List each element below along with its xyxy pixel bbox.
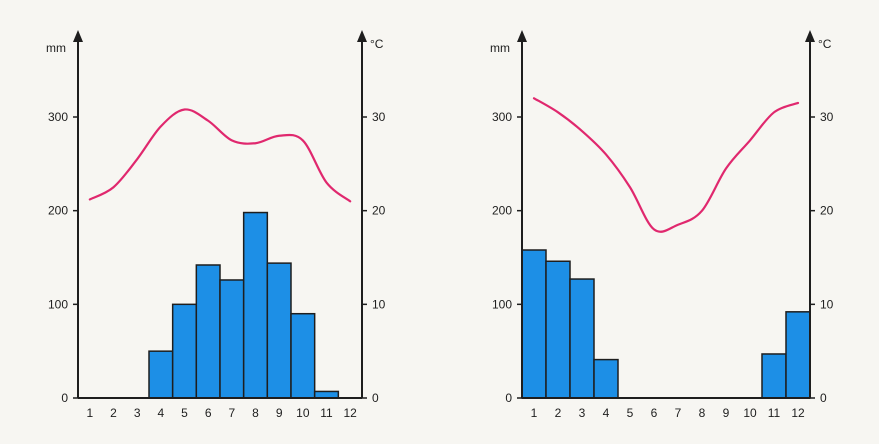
left-tick-label: 200 <box>492 204 512 218</box>
precip-bar-month-12 <box>785 311 811 399</box>
month-label: 9 <box>723 406 730 420</box>
precip-bar-month-6 <box>195 264 221 399</box>
precip-bar-month-10 <box>290 312 316 399</box>
left-tick-label: 200 <box>48 204 68 218</box>
month-label: 1 <box>531 406 538 420</box>
month-label: 7 <box>228 406 235 420</box>
precip-bar-month-1 <box>521 249 547 399</box>
left-tick-label: 0 <box>61 391 68 405</box>
temperature-line <box>88 108 352 203</box>
right-axis-arrow <box>805 30 815 42</box>
month-label: 2 <box>555 406 562 420</box>
right-tick-label: 20 <box>820 204 834 218</box>
precip-bar-month-4 <box>593 358 619 399</box>
month-label: 4 <box>157 406 164 420</box>
left-axis-arrow <box>73 30 83 42</box>
month-label: 10 <box>296 406 310 420</box>
month-label: 4 <box>603 406 610 420</box>
right-tick-label: 0 <box>820 391 827 405</box>
precip-bar-month-3 <box>569 278 595 399</box>
right-tick-label: 30 <box>372 110 386 124</box>
precip-bar-month-11 <box>761 353 787 399</box>
month-label: 1 <box>86 406 93 420</box>
right-tick-label: 20 <box>372 204 386 218</box>
right-axis-arrow <box>357 30 367 42</box>
precip-bar-month-7 <box>219 279 245 399</box>
precip-bar-month-4 <box>148 350 174 399</box>
month-label: 12 <box>343 406 357 420</box>
left-axis-unit-label: mm <box>490 41 510 55</box>
precip-bar-month-5 <box>171 303 198 399</box>
right-tick-label: 30 <box>820 110 834 124</box>
month-label: 6 <box>205 406 212 420</box>
precip-bar-month-9 <box>266 262 292 399</box>
month-label: 2 <box>110 406 117 420</box>
right-tick-label: 10 <box>820 297 834 311</box>
month-label: 5 <box>181 406 188 420</box>
left-tick-label: 100 <box>492 297 512 311</box>
right-tick-label: 10 <box>372 297 386 311</box>
month-label: 3 <box>134 406 141 420</box>
month-label: 9 <box>276 406 283 420</box>
month-label: 5 <box>627 406 634 420</box>
month-label: 10 <box>743 406 757 420</box>
month-label: 8 <box>699 406 706 420</box>
month-label: 8 <box>252 406 259 420</box>
month-label: 11 <box>320 406 333 420</box>
left-tick-label: 100 <box>48 297 68 311</box>
left-axis-unit-label: mm <box>46 41 66 55</box>
right-axis-unit-label: °C <box>370 37 384 51</box>
left-axis-arrow <box>517 30 527 42</box>
month-label: 6 <box>651 406 658 420</box>
right-axis-unit-label: °C <box>818 37 832 51</box>
precip-bar-month-8 <box>242 211 269 399</box>
left-tick-label: 300 <box>48 110 68 124</box>
precip-bar-month-2 <box>545 260 571 399</box>
left-tick-label: 0 <box>505 391 512 405</box>
left-tick-label: 300 <box>492 110 512 124</box>
right-tick-label: 0 <box>372 391 379 405</box>
month-label: 11 <box>768 406 781 420</box>
month-label: 12 <box>791 406 805 420</box>
temperature-line <box>532 97 800 233</box>
month-label: 3 <box>579 406 586 420</box>
month-label: 7 <box>675 406 682 420</box>
